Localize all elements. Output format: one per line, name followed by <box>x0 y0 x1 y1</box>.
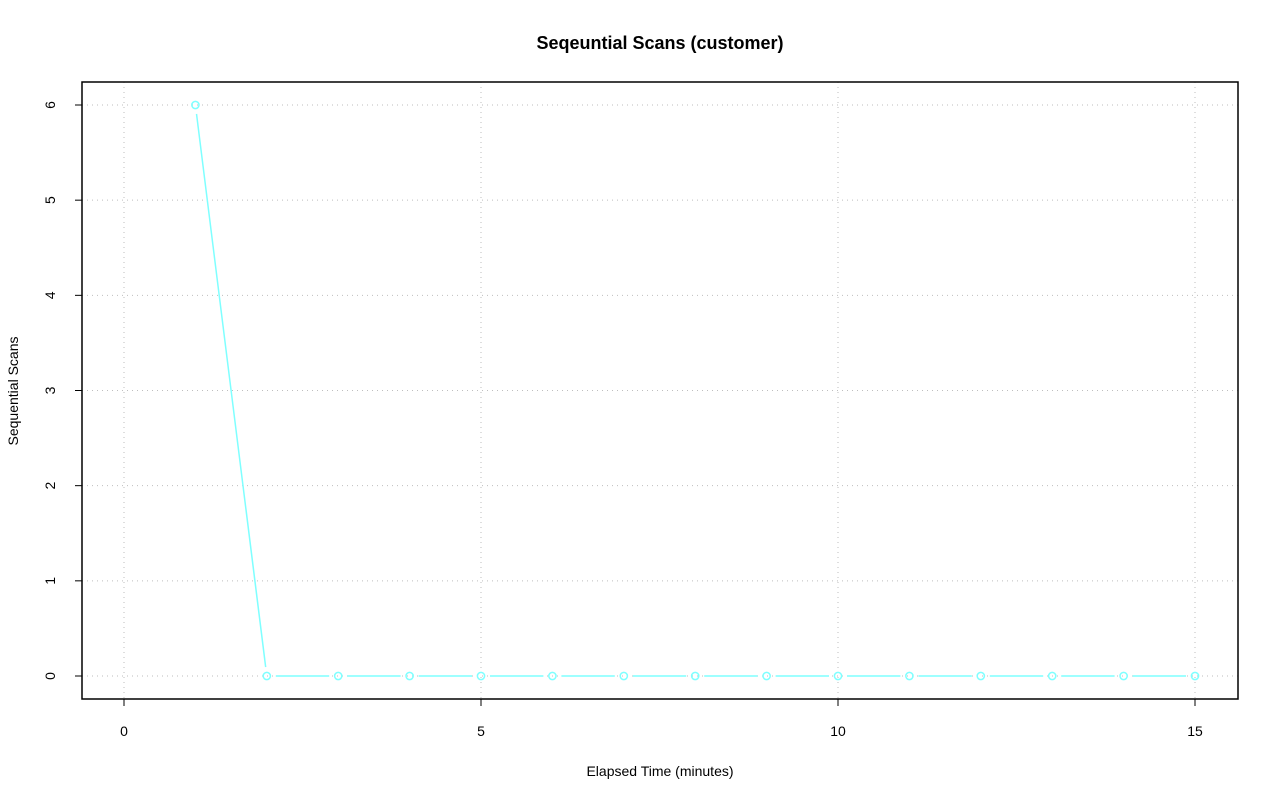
y-tick-label: 6 <box>42 101 58 109</box>
y-axis: 0 1 2 3 4 5 6 <box>42 101 82 680</box>
y-tick-label: 1 <box>42 577 58 585</box>
data-point <box>1047 671 1057 681</box>
data-point <box>976 671 986 681</box>
x-tick-label: 10 <box>830 723 846 739</box>
data-point <box>262 671 272 681</box>
y-tick-label: 2 <box>42 482 58 490</box>
y-tick-label: 4 <box>42 291 58 299</box>
data-point <box>905 671 914 681</box>
data-point <box>476 671 486 681</box>
y-tick-label: 5 <box>42 196 58 204</box>
chart-title: Seqeuntial Scans (customer) <box>536 33 783 53</box>
x-axis: 0 5 10 15 <box>120 699 1203 739</box>
data-point <box>833 671 843 681</box>
y-axis-label: Sequential Scans <box>5 337 21 446</box>
series-line-segment <box>195 113 267 668</box>
x-tick-label: 15 <box>1187 723 1203 739</box>
data-point <box>1190 671 1200 681</box>
data-point <box>1119 671 1128 681</box>
y-tick-label: 3 <box>42 386 58 394</box>
x-tick-label: 5 <box>477 723 485 739</box>
x-tick-label: 0 <box>120 723 128 739</box>
data-point <box>762 671 771 681</box>
data-point <box>548 671 557 681</box>
data-point <box>619 671 629 681</box>
y-tick-label: 0 <box>42 672 58 680</box>
x-axis-label: Elapsed Time (minutes) <box>586 763 733 779</box>
data-point <box>690 671 700 681</box>
data-point <box>333 671 343 681</box>
data-point <box>191 100 200 110</box>
data-point <box>405 671 414 681</box>
series-layer <box>191 100 1200 681</box>
